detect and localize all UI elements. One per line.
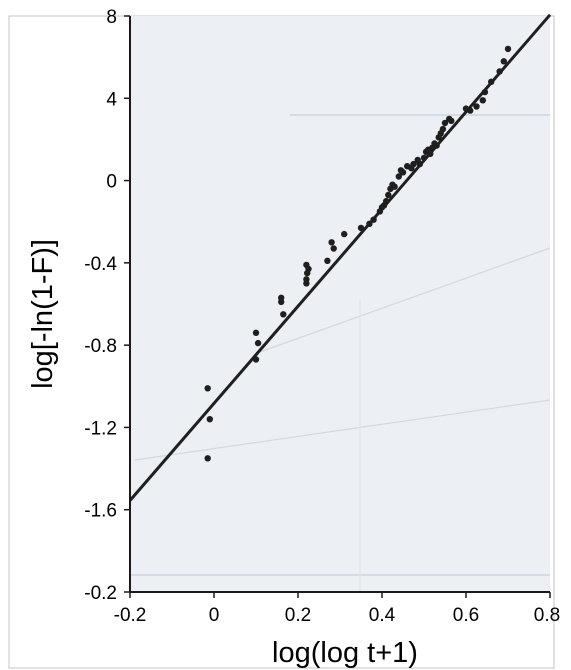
- data-point: [496, 68, 503, 75]
- data-point: [473, 103, 480, 110]
- y-tick-label: 0: [106, 172, 117, 193]
- data-point: [416, 160, 423, 168]
- data-point: [395, 173, 402, 180]
- background-artifacts: [130, 114, 551, 592]
- data-point: [254, 339, 262, 347]
- data-points: [204, 45, 512, 462]
- y-tick-label: -0.2: [84, 583, 117, 604]
- x-tick-label: -0.2: [114, 605, 147, 626]
- data-point: [204, 385, 211, 392]
- data-point: [252, 356, 260, 363]
- data-point: [479, 97, 486, 104]
- data-point: [467, 107, 474, 114]
- data-point: [399, 169, 407, 176]
- data-point: [500, 58, 507, 65]
- data-point: [383, 197, 390, 205]
- y-axis-title: log[-ln(1-F)]: [27, 239, 59, 389]
- data-point: [385, 191, 392, 199]
- y-tick-label: -0.8: [84, 336, 117, 357]
- data-point: [366, 220, 373, 227]
- y-tick-label: -1.6: [84, 501, 117, 522]
- data-point: [504, 45, 512, 53]
- data-point: [410, 160, 417, 168]
- data-point: [441, 119, 449, 127]
- y-tick-label: 8: [106, 7, 117, 28]
- fit-line: [128, 13, 552, 502]
- x-tick-label: 0.6: [453, 605, 479, 626]
- tick-labels: -0.2 0 0.2 0.4 0.6 0.8 -0.2 -1.6 -1.2 -0.8 -0.4 0 4 8: [84, 7, 560, 626]
- data-point: [448, 117, 455, 125]
- data-point: [304, 269, 311, 277]
- data-point: [391, 183, 398, 190]
- data-point: [433, 142, 440, 149]
- data-point: [278, 298, 285, 306]
- data-point: [324, 257, 331, 264]
- x-tick-label: 0.2: [285, 605, 311, 626]
- data-point: [427, 150, 434, 157]
- data-point: [439, 125, 447, 133]
- plot-area: [130, 16, 550, 592]
- data-point: [252, 329, 260, 336]
- x-axis-title: log(log t+1): [272, 637, 418, 669]
- data-point: [204, 455, 211, 462]
- data-point: [420, 154, 428, 162]
- y-tick-label: -0.4: [84, 254, 117, 275]
- data-point: [206, 416, 213, 423]
- data-point: [328, 239, 335, 246]
- y-tick-label: 4: [106, 89, 117, 110]
- data-point: [481, 88, 489, 96]
- data-point: [341, 230, 348, 238]
- data-point: [370, 216, 377, 223]
- data-point: [280, 311, 287, 318]
- x-tick-label: 0.4: [369, 605, 396, 626]
- data-point: [357, 224, 365, 232]
- x-tick-label: 0.8: [534, 605, 560, 626]
- y-tick-label: -1.2: [84, 418, 117, 439]
- data-point: [488, 78, 495, 86]
- ticks: [124, 15, 551, 598]
- data-point: [330, 245, 337, 252]
- x-tick-label: 0: [209, 605, 220, 626]
- data-point: [303, 280, 310, 287]
